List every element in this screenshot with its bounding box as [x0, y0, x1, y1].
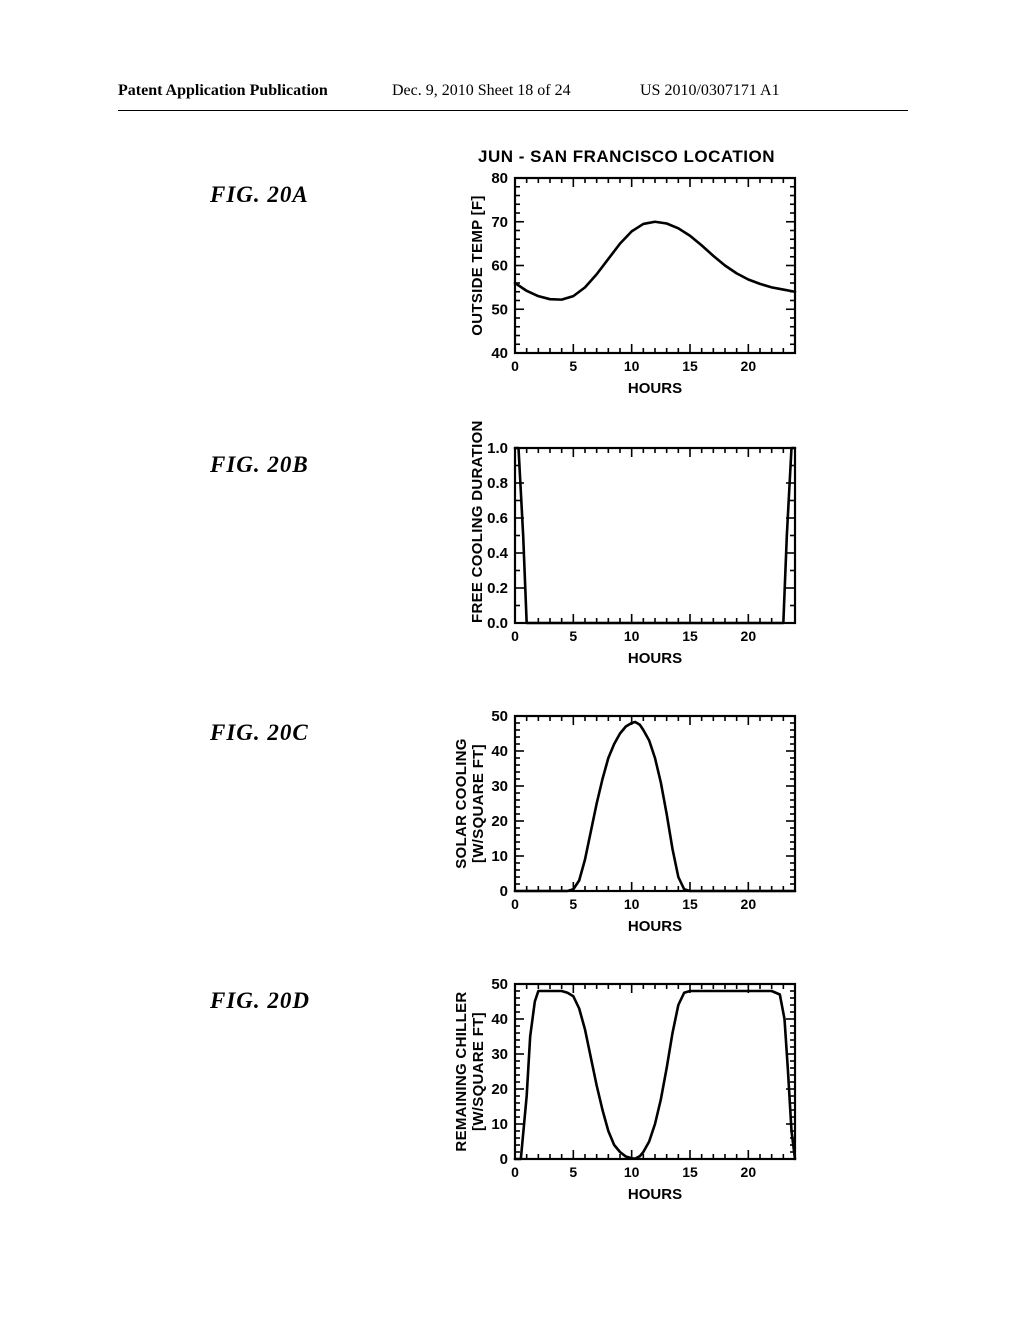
chart-a: 0 5 10 15 20 40 50 60 70 80 HOURS OUTSIDE TEMP [F]: [460, 172, 801, 405]
y-axis-label: OUTSIDE TEMP [F]: [469, 178, 486, 353]
svg-text:30: 30: [491, 778, 508, 795]
svg-text:10: 10: [624, 628, 640, 644]
svg-text:20: 20: [491, 1081, 508, 1098]
svg-text:20: 20: [741, 358, 757, 374]
svg-text:50: 50: [491, 710, 508, 725]
svg-text:10: 10: [624, 358, 640, 374]
svg-text:0.6: 0.6: [487, 510, 508, 527]
chart-main-title: JUN - SAN FRANCISCO LOCATION: [478, 147, 775, 167]
chart-d: 0510152001020304050HOURSREMAINING CHILLE…: [460, 978, 801, 1211]
svg-text:10: 10: [624, 1164, 640, 1180]
svg-text:10: 10: [491, 848, 508, 865]
svg-text:10: 10: [491, 1116, 508, 1133]
y-axis-label-1: REMAINING CHILLER: [453, 984, 470, 1159]
svg-text:5: 5: [569, 358, 577, 374]
svg-text:40: 40: [491, 743, 508, 760]
y-axis-label-2: [W/SQUARE FT]: [470, 716, 487, 891]
header-left: Patent Application Publication: [118, 82, 328, 100]
svg-text:20: 20: [741, 896, 757, 912]
svg-text:30: 30: [491, 1046, 508, 1063]
svg-text:20: 20: [741, 628, 757, 644]
svg-text:5: 5: [569, 628, 577, 644]
svg-text:10: 10: [624, 896, 640, 912]
svg-text:20: 20: [741, 1164, 757, 1180]
fig-label-a: FIG. 20A: [210, 182, 309, 208]
svg-text:1.0: 1.0: [487, 442, 508, 457]
y-axis-label-1: SOLAR COOLING: [453, 716, 470, 891]
svg-text:50: 50: [491, 978, 508, 993]
svg-text:80: 80: [491, 172, 508, 187]
svg-text:15: 15: [682, 1164, 698, 1180]
svg-text:5: 5: [569, 1164, 577, 1180]
chart-b: 0 5 10 15 20 0.0 0.2 0.4 0.6 0.8 1.0 HOURS FREE COOL…: [460, 442, 801, 675]
svg-text:0.4: 0.4: [487, 545, 509, 562]
svg-text:0.2: 0.2: [487, 580, 508, 597]
svg-text:HOURS: HOURS: [628, 918, 682, 935]
header-rule: [118, 110, 908, 111]
fig-label-b: FIG. 20B: [210, 452, 309, 478]
svg-text:15: 15: [682, 628, 698, 644]
svg-text:0: 0: [511, 896, 519, 912]
svg-text:0: 0: [511, 1164, 519, 1180]
svg-text:0.0: 0.0: [487, 615, 508, 632]
svg-text:40: 40: [491, 1011, 508, 1028]
svg-text:60: 60: [491, 258, 508, 275]
svg-text:0: 0: [511, 358, 519, 374]
header-mid: Dec. 9, 2010 Sheet 18 of 24: [392, 82, 571, 100]
svg-text:15: 15: [682, 358, 698, 374]
svg-text:0: 0: [500, 1151, 508, 1168]
svg-text:20: 20: [491, 813, 508, 830]
svg-text:0.8: 0.8: [487, 475, 508, 492]
svg-text:50: 50: [491, 301, 508, 318]
y-axis-label-2: [W/SQUARE FT]: [470, 984, 487, 1159]
svg-text:40: 40: [491, 345, 508, 362]
svg-text:5: 5: [569, 896, 577, 912]
fig-label-c: FIG. 20C: [210, 720, 309, 746]
svg-text:HOURS: HOURS: [628, 650, 682, 667]
chart-c: 0510152001020304050HOURSSOLAR COOLING[W/…: [460, 710, 801, 943]
y-axis-label: FREE COOLING DURATION: [469, 448, 486, 623]
svg-text:HOURS: HOURS: [628, 1186, 682, 1203]
header-right: US 2010/0307171 A1: [640, 82, 780, 100]
svg-text:HOURS: HOURS: [628, 380, 682, 397]
svg-text:70: 70: [491, 214, 508, 231]
svg-text:15: 15: [682, 896, 698, 912]
svg-text:0: 0: [511, 628, 519, 644]
svg-text:0: 0: [500, 883, 508, 900]
fig-label-d: FIG. 20D: [210, 988, 310, 1014]
